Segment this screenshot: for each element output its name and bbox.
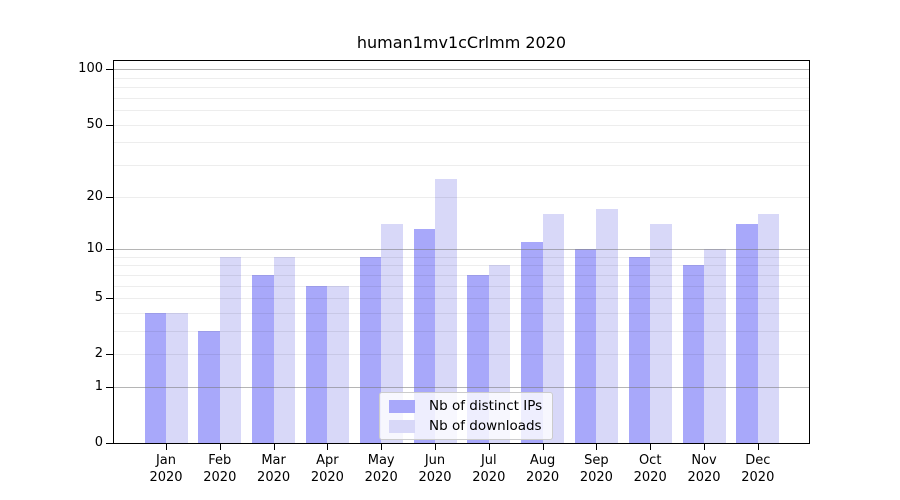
gridline-minor [114,98,809,100]
gridline-minor [114,274,809,276]
bar-distinct-ips [736,223,758,443]
legend-row: Nb of distinct IPs [389,398,542,414]
x-axis-tick-label: Nov 2020 [687,453,721,485]
gridline-minor [114,124,809,126]
y-axis-tick-label: 5 [94,289,103,305]
bar-distinct-ips [413,229,435,443]
bar-downloads [704,248,726,443]
bar-downloads [757,213,780,443]
bar-downloads [435,179,457,443]
y-axis-tick-label: 100 [78,61,103,77]
bar-downloads [273,256,296,443]
y-axis-tick-mark [106,443,113,444]
chart-title: human1mv1cCrlmm 2020 [356,33,567,52]
y-axis-tick-label: 1 [94,378,103,394]
y-axis-tick-mark [106,248,113,250]
x-axis-tick-label: Jul 2020 [472,453,506,485]
bar-downloads [381,223,403,443]
bar-downloads [166,312,188,443]
y-axis-tick-mark [106,124,113,126]
gridline-minor [114,87,809,89]
x-axis-tick-label: Jun 2020 [418,453,452,485]
x-axis-tick-label: Oct 2020 [633,453,667,485]
y-axis-tick-mark [106,69,113,71]
y-axis-tick-mark [106,386,113,388]
bar-downloads [542,213,565,443]
y-axis-tick-mark [106,297,113,299]
x-axis-tick-mark [273,444,275,450]
gridline-major [114,248,809,250]
bar-distinct-ips [574,248,597,443]
bar-downloads [327,285,349,443]
gridline-minor [114,196,809,198]
x-axis-tick-label: Apr 2020 [310,453,344,485]
y-axis-tick-mark [106,196,113,198]
x-axis-tick-label: Sep 2020 [579,453,613,485]
gridline-major [114,386,809,388]
bar-distinct-ips [252,274,274,443]
bar-distinct-ips [144,312,166,443]
bar-downloads [219,256,242,443]
x-axis-tick-mark [650,444,652,450]
x-axis-tick-mark [166,444,167,450]
gridline-minor [114,285,809,287]
gridline-minor [114,330,809,332]
legend-swatch-distinct-ips [389,399,415,413]
bar-distinct-ips [359,256,382,443]
x-axis-tick-label: Mar 2020 [257,453,291,485]
x-axis-tick-label: Aug 2020 [526,453,560,485]
gridline-minor [114,256,809,258]
x-axis-tick-label: Jan 2020 [149,453,183,485]
legend-row: Nb of downloads [389,418,542,434]
x-axis-tick-mark [488,444,490,450]
bar-downloads [650,223,672,443]
gridline-minor [114,297,809,299]
y-axis-tick-label: 50 [86,116,103,132]
x-axis-tick-mark [219,444,221,450]
gridline-minor [114,142,809,144]
x-axis-tick-mark [435,444,436,450]
legend-swatch-downloads [389,419,415,433]
y-axis-tick-label: 20 [86,188,103,204]
x-axis-tick-label: May 2020 [364,453,398,485]
legend: Nb of distinct IPs Nb of downloads [379,392,554,440]
plot-area [113,60,810,444]
x-axis-tick-label: Feb 2020 [203,453,237,485]
bar-downloads [596,209,618,443]
y-axis-tick-label: 10 [86,240,103,256]
gridline-minor [114,354,809,356]
x-axis-tick-mark [596,444,598,450]
y-axis-tick-label: 0 [94,435,103,450]
legend-label: Nb of distinct IPs [429,398,543,414]
x-axis-tick-mark [704,444,705,450]
legend-label: Nb of downloads [429,418,542,434]
y-axis-tick-label: 2 [94,346,103,362]
x-axis-tick-mark [381,444,383,450]
bar-distinct-ips [628,256,651,443]
gridline-major [114,69,809,71]
x-axis-tick-label: Dec 2020 [741,453,775,485]
gridline-minor [114,77,809,79]
x-axis-tick-mark [542,444,544,450]
bar-distinct-ips [682,265,704,443]
gridline-minor [114,265,809,267]
gridline-minor [114,165,809,167]
gridline-minor [114,110,809,112]
gridline-minor [114,312,809,314]
x-axis-tick-mark [757,444,759,450]
bar-distinct-ips [305,285,328,443]
x-axis-tick-mark [327,444,329,450]
y-axis-tick-mark [106,354,113,356]
